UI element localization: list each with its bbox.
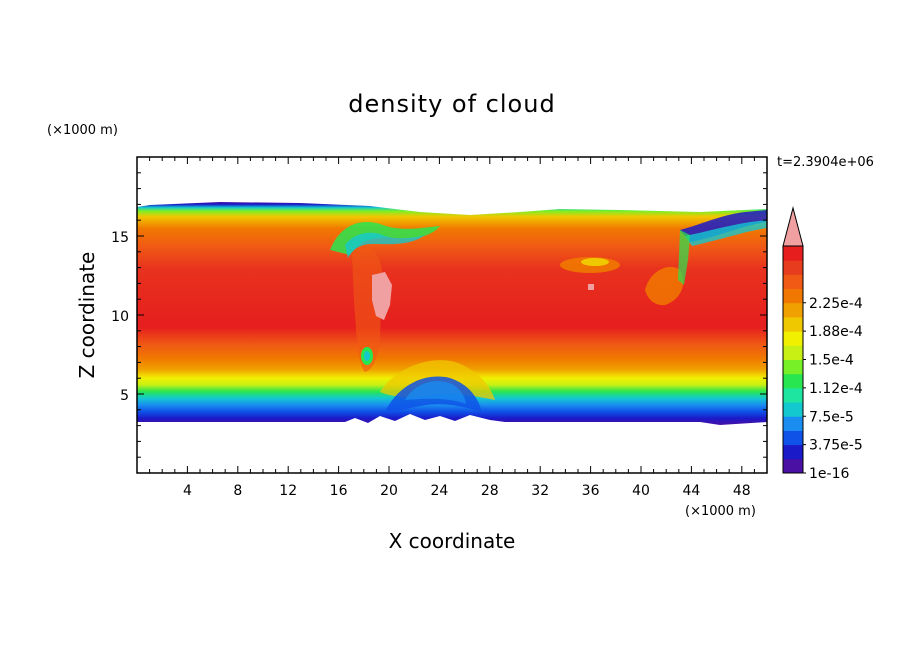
high-density-spot [588,284,594,290]
x-tick-label: 4 [183,483,192,499]
cloud-layer [137,202,767,425]
colorbar-swatch [783,345,803,360]
x-tick-label: 20 [380,483,398,499]
right-column-green [678,230,690,285]
x-tick-label: 28 [481,483,499,499]
right-top-cyan [685,220,767,246]
colorbar-swatch [783,402,803,417]
colorbar-swatch [783,274,803,290]
x-tick-label: 16 [330,483,348,499]
colorbar-label: 3.75e-5 [809,438,863,454]
y-unit-label: (×1000 m) [47,123,118,138]
colorbar: 1e-16 3.75e-5 7.5e-5 1.12e-4 1.5e-4 1.88e-4 2.… [782,206,863,482]
y-axis-title: Z coordinate [75,252,99,379]
x-tick-label: 40 [632,483,650,499]
high-density-patch [372,272,392,320]
colorbar-extend-triangle [782,206,804,247]
plume-lower-cyan [405,381,466,404]
colorbar-swatch [783,416,803,431]
colorbar-label: 1e-16 [809,466,849,482]
y-axis: 5 10 15 [111,172,767,458]
x-tick-label: 32 [531,483,549,499]
colorbar-swatch [783,331,803,346]
x-tick-label: 44 [682,483,700,499]
x-tick-label: 12 [279,483,297,499]
x-axis: 4 8 12 16 20 24 28 32 36 40 44 48 [149,157,755,499]
colorbar-swatch [783,387,803,403]
colorbar-swatch [783,359,803,375]
chart-title: density of cloud [348,90,555,118]
x-tick-label: 48 [733,483,751,499]
colorbar-swatch [783,288,803,304]
plume-cyan-spot [364,351,370,361]
plume-upper-cyan [345,232,425,258]
colorbar-label: 2.25e-4 [809,296,863,312]
colorbar-swatch [783,316,803,332]
colorbar-label: 7.5e-5 [809,409,854,425]
y-tick-label: 5 [120,388,129,404]
colorbar-swatch [783,302,803,318]
colorbar-swatch [783,246,803,261]
density-field [137,202,767,425]
x-axis-title: X coordinate [389,529,516,553]
colorbar-label: 1.5e-4 [809,353,854,369]
colorbar-swatch [783,430,803,446]
colorbar-swatch [783,444,803,460]
colorbar-swatch [783,260,803,275]
eddy-yellow [581,258,609,266]
y-tick-label: 15 [111,230,129,246]
colorbar-swatch [783,373,803,389]
x-tick-label: 24 [430,483,448,499]
colorbar-label: 1.88e-4 [809,324,863,340]
y-tick-label: 10 [111,309,129,325]
time-label: t=2.3904e+06 [777,155,874,170]
right-plume [645,266,684,306]
x-tick-label: 8 [233,483,242,499]
colorbar-label: 1.12e-4 [809,381,863,397]
x-tick-label: 36 [582,483,600,499]
x-unit-label: (×1000 m) [685,504,756,519]
plume-upper-green [330,221,440,255]
colorbar-swatch [783,458,803,474]
